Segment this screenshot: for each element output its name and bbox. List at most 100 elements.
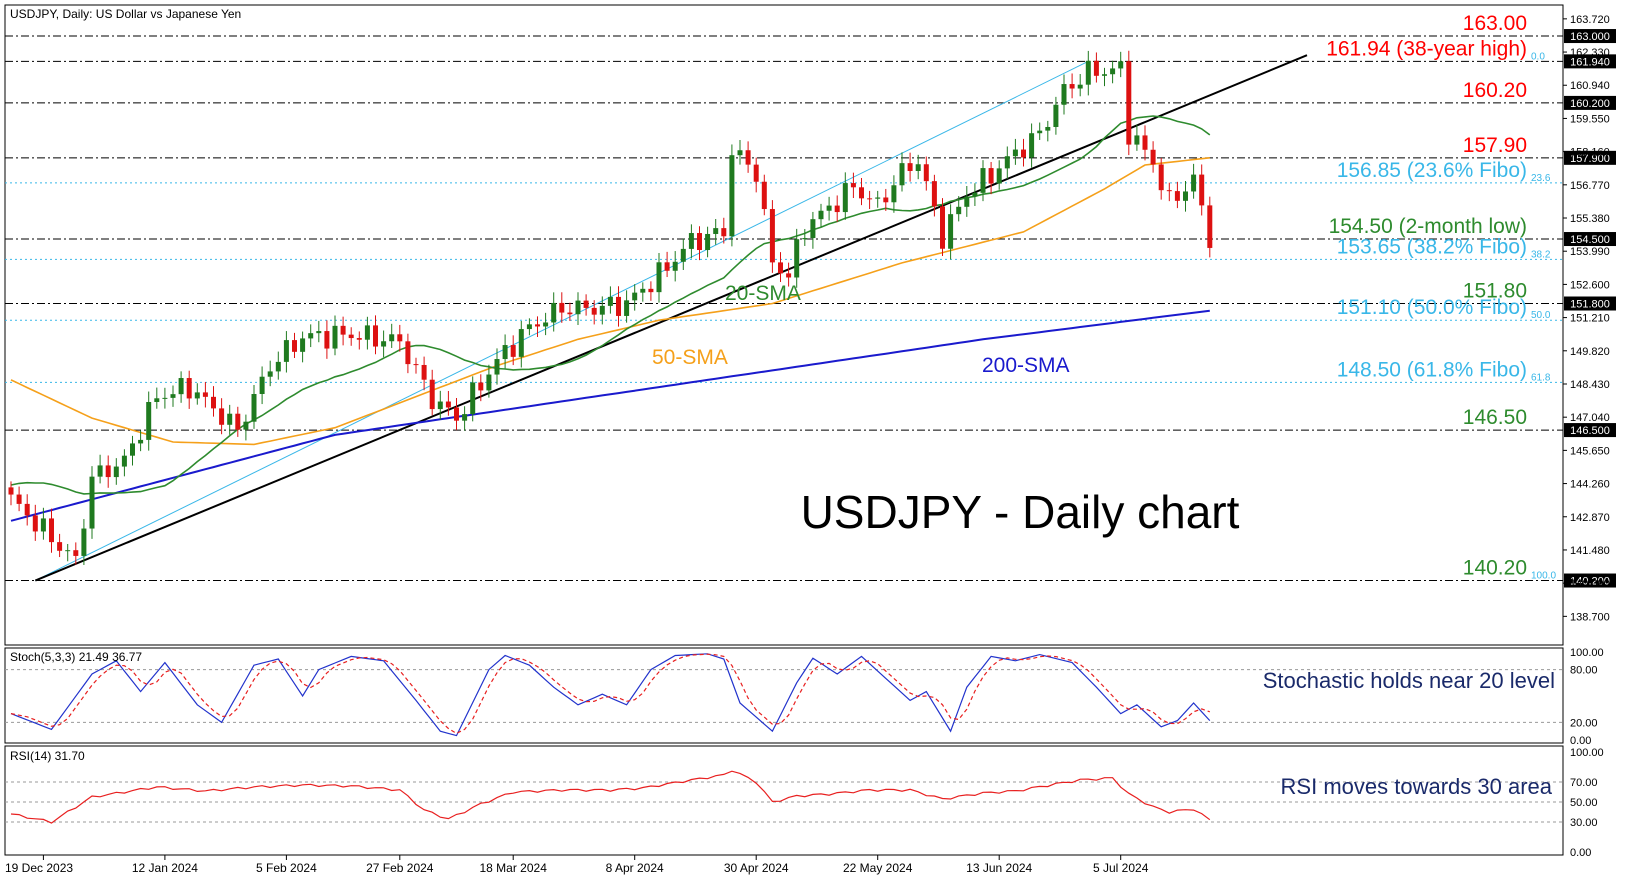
candle-body [235,413,241,430]
fibo-ratio-label: 23.6 [1531,173,1551,184]
candle-body [899,163,905,186]
y-tick-label: 144.260 [1570,479,1610,491]
candle-body [421,364,427,380]
y-tick-label: 156.770 [1570,180,1610,192]
rsi-tick-label: 100.00 [1570,747,1604,759]
candle-body [535,324,540,327]
fibo-ratio-label: 38.2 [1531,249,1551,260]
candle-body [980,168,986,193]
candle-body [1142,135,1148,150]
candle-body [32,515,38,532]
candle-body [502,345,508,360]
candle-body [24,503,30,516]
stoch-annotation: Stochastic holds near 20 level [1263,668,1555,693]
candle-body [267,371,273,377]
candle-body [219,408,225,425]
price-box [1564,423,1616,438]
price-box [1564,150,1616,165]
window-title: USDJPY, Daily: US Dollar vs Japanese Yen [10,7,241,21]
candle-body [648,288,654,293]
candle-body [583,300,589,308]
y-tick-label: 158.160 [1570,147,1610,159]
x-tick-label: 30 Apr 2024 [724,861,789,875]
candle-body [1110,68,1116,75]
candle-body [794,239,800,278]
candle-body [121,455,127,467]
level-label: 151.80 [1463,280,1527,303]
rsi-tick-label: 0.00 [1570,847,1591,859]
y-tick-label: 147.040 [1570,412,1610,424]
candle-body [721,228,727,237]
candle-body [397,334,403,342]
candle-body [251,394,257,422]
candle-body [73,550,79,556]
candle-body [454,407,459,421]
candle-body [1045,126,1051,131]
candle-body [348,334,354,339]
candle-body [672,261,678,271]
candle-body [1004,156,1010,169]
y-tick-label: 160.940 [1570,80,1610,92]
candle-body [162,397,168,399]
candle-body [834,205,840,213]
candle-body [842,183,848,213]
candle-body [105,465,111,478]
price-box-label: 151.800 [1570,299,1610,311]
candle-body [1134,135,1140,145]
candle-body [810,219,816,239]
candle-body [16,494,22,504]
candle-body [462,414,468,421]
candle-body [883,197,889,203]
stoch-tick-label: 0.00 [1570,735,1591,747]
level-label: 163.00 [1463,12,1527,35]
rsi-tick-label: 50.00 [1570,797,1598,809]
x-tick-label: 8 Apr 2024 [606,861,664,875]
candle-body [8,487,14,495]
fibo-ratio-label: 50.0 [1531,310,1551,321]
candle-body [510,345,516,357]
candle-body [130,443,135,456]
candle-body [40,518,46,532]
y-tick-label: 148.430 [1570,379,1610,391]
price-box-label: 157.900 [1570,153,1610,165]
sma20-label: 20-SMA [725,282,801,305]
candle-body [259,376,265,395]
candle-body [567,312,573,315]
candle-body [988,168,994,184]
candle-body [575,300,581,315]
candle-body [1029,133,1035,158]
candle-body [1207,205,1213,248]
rsi-annotation: RSI moves towards 30 area [1281,774,1553,799]
candle-body [413,364,419,366]
sma200-label: 200-SMA [982,354,1070,377]
stoch-title: Stoch(5,3,3) 21.49 36.77 [10,650,142,664]
candle-body [818,210,824,220]
y-tick-label: 142.870 [1570,512,1610,524]
candle-body [624,300,630,316]
candle-body [178,378,184,395]
candle-body [146,401,152,440]
candle-body [1085,60,1091,85]
rsi-tick-label: 30.00 [1570,817,1598,829]
candle-body [664,262,670,271]
stoch-tick-label: 80.00 [1570,665,1598,677]
price-box [1564,29,1616,44]
candle-body [745,150,751,165]
x-tick-label: 19 Dec 2023 [5,861,73,875]
stoch-tick-label: 100.00 [1570,647,1604,659]
candle-body [632,292,638,301]
candle-body [859,187,864,199]
candle-body [1061,84,1067,105]
candle-body [373,325,378,347]
y-tick-label: 159.550 [1570,113,1610,125]
y-tick-label: 153.990 [1570,246,1610,258]
candle-body [551,302,557,323]
candle-body [1021,149,1026,158]
candle-body [389,334,395,342]
price-panel [4,4,1564,646]
y-tick-label: 151.210 [1570,313,1610,325]
x-tick-label: 22 May 2024 [843,861,913,875]
level-label: 148.50 (61.8% Fibo) [1337,358,1527,381]
candle-body [227,413,233,425]
candle-body [65,550,71,552]
